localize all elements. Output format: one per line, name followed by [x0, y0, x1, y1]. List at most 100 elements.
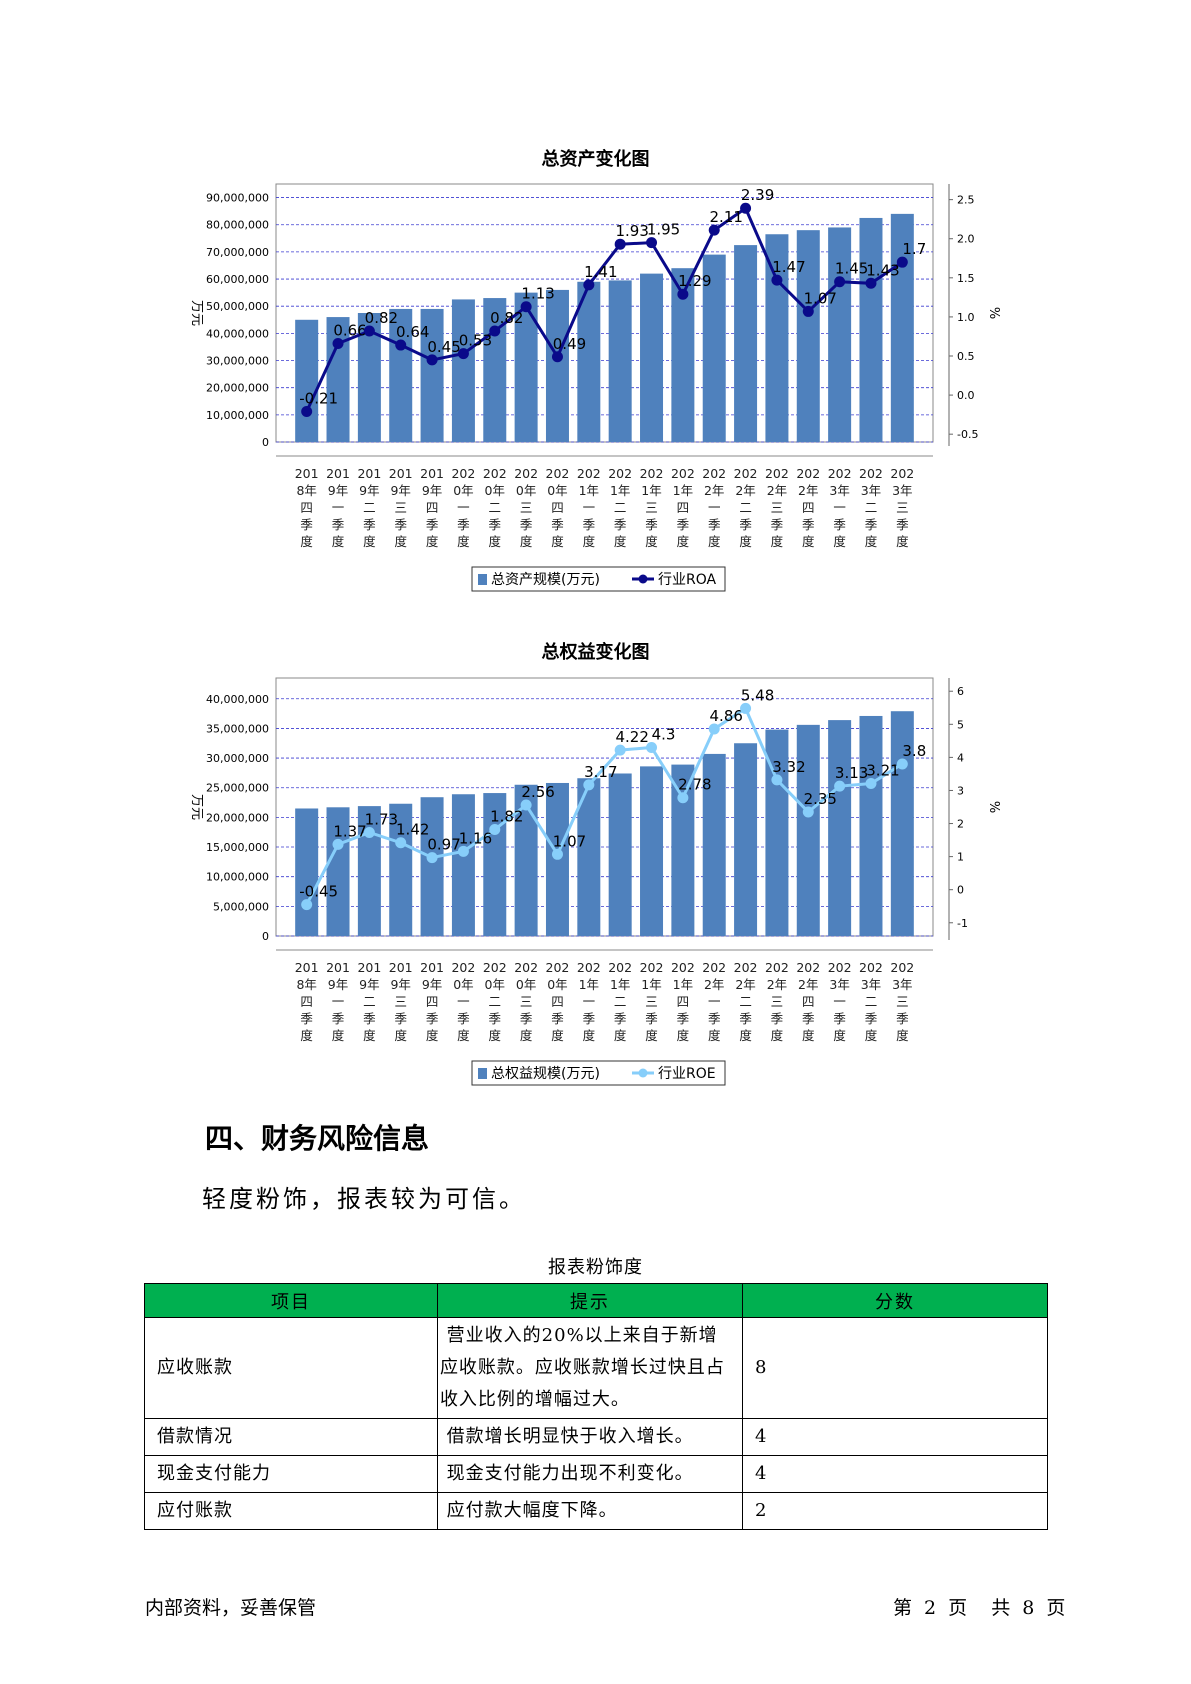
x-tick-label: 9年 [359, 977, 379, 992]
x-tick-label: 202 [608, 960, 632, 975]
data-label: 1.43 [866, 261, 899, 279]
bar [702, 753, 726, 936]
bar [295, 808, 319, 936]
risk-summary: 轻度粉饰，报表较为可信。 [202, 1185, 526, 1213]
x-tick-label: 度 [332, 534, 345, 549]
x-tick-label: 度 [363, 1028, 376, 1043]
x-tick-label: 度 [645, 1028, 658, 1043]
row-hint: 营业收入的20%以上来自于新增应收账款。应收账款增长过快且占收入比例的增幅过大。 [436, 1317, 743, 1419]
line-point [551, 848, 563, 860]
y-tick-label: 0 [262, 436, 269, 449]
x-tick-label: 202 [734, 960, 758, 975]
table-header-row: 项目 提示 分数 [144, 1283, 1049, 1318]
x-tick-label: 202 [859, 466, 883, 481]
header-score: 分数 [741, 1283, 1049, 1318]
x-tick-label: 季 [583, 517, 596, 532]
x-tick-label: 202 [890, 466, 914, 481]
x-tick-label: 季 [771, 1011, 784, 1026]
x-tick-label: 1年 [673, 977, 693, 992]
x-tick-label: 季 [614, 1011, 627, 1026]
x-tick-label: 季 [457, 1011, 470, 1026]
data-label: 0.45 [427, 338, 460, 356]
x-tick-label: 四 [426, 500, 439, 515]
x-tick-label: 度 [771, 534, 784, 549]
line-point [708, 224, 720, 236]
table-row: 借款情况 借款增长明显快于收入增长。 4 [144, 1418, 1049, 1456]
x-tick-label: 0年 [547, 483, 567, 498]
footer-confidential-note: 内部资料，妥善保管 [145, 1597, 317, 1619]
x-tick-label: 8年 [296, 483, 316, 498]
y-tick-label: 0 [262, 930, 269, 943]
x-tick-label: 三 [520, 994, 533, 1009]
y2-tick-label: 1 [957, 851, 964, 864]
x-tick-label: 度 [300, 534, 313, 549]
bar [859, 715, 883, 936]
x-tick-label: 0年 [485, 977, 505, 992]
y2-tick-label: 5 [957, 718, 964, 731]
line-point [896, 758, 908, 770]
x-tick-label: 202 [483, 466, 507, 481]
x-tick-label: 度 [865, 1028, 878, 1043]
x-tick-label: 四 [677, 500, 690, 515]
bar [796, 724, 820, 936]
data-label: 1.47 [772, 258, 805, 276]
x-tick-label: 3年 [861, 977, 881, 992]
line-point [771, 274, 783, 286]
line-point [426, 354, 438, 366]
data-label: 3.21 [866, 762, 899, 780]
x-tick-label: 201 [295, 466, 319, 481]
plot-area [275, 183, 934, 443]
row-item: 现金支付能力 [144, 1455, 438, 1493]
data-label: 0.82 [365, 309, 398, 327]
line-point [583, 779, 595, 791]
bar [420, 308, 444, 442]
x-tick-label: 1年 [610, 483, 630, 498]
bar [451, 299, 475, 442]
x-tick-label: 202 [608, 466, 632, 481]
x-tick-label: 度 [677, 1028, 690, 1043]
x-tick-label: 二 [363, 500, 376, 515]
y2-tick-label: 0.5 [957, 350, 975, 363]
x-tick-label: 9年 [328, 483, 348, 498]
line-point [520, 301, 532, 313]
y2-tick-label: 0.0 [957, 389, 975, 402]
x-tick-label: 一 [332, 500, 345, 515]
x-tick-label: 0年 [453, 483, 473, 498]
data-label: -0.21 [299, 390, 338, 408]
data-label: 0.64 [396, 323, 429, 341]
x-tick-label: 201 [357, 466, 381, 481]
line-series [305, 205, 904, 413]
x-tick-label: 202 [451, 960, 475, 975]
x-tick-label: 度 [614, 534, 627, 549]
legend-line-dot [638, 574, 648, 584]
x-tick-label: 二 [865, 994, 878, 1009]
x-tick-label: 季 [583, 1011, 596, 1026]
x-tick-label: 四 [426, 994, 439, 1009]
x-tick-label: 201 [389, 960, 413, 975]
x-tick-label: 季 [865, 517, 878, 532]
x-tick-label: 四 [802, 500, 815, 515]
x-tick-label: 三 [645, 994, 658, 1009]
x-tick-label: 一 [332, 994, 345, 1009]
legend-bar-swatch [478, 574, 487, 585]
chart-title-total-assets: 总资产变化图 [541, 149, 650, 170]
row-score: 2 [741, 1492, 1049, 1530]
x-tick-label: 三 [394, 994, 407, 1009]
data-label: 0.53 [459, 332, 492, 350]
x-tick-label: 季 [551, 517, 564, 532]
x-tick-label: 1年 [673, 483, 693, 498]
y-axis-label: 万元 [189, 300, 204, 326]
x-tick-label: 202 [671, 466, 695, 481]
x-tick-label: 三 [771, 500, 784, 515]
x-tick-label: 季 [332, 517, 345, 532]
table-row: 应收账款 营业收入的20%以上来自于新增应收账款。应收账款增长过快且占收入比例的… [144, 1317, 1049, 1419]
y-tick-label: 35,000,000 [206, 722, 269, 735]
y-tick-label: 60,000,000 [206, 273, 269, 286]
bar [608, 280, 632, 442]
x-tick-label: 季 [332, 1011, 345, 1026]
bar [295, 319, 319, 442]
y2-tick-label: 2.0 [957, 233, 975, 246]
bar [734, 245, 758, 442]
x-tick-label: 季 [614, 517, 627, 532]
bar [326, 807, 350, 936]
